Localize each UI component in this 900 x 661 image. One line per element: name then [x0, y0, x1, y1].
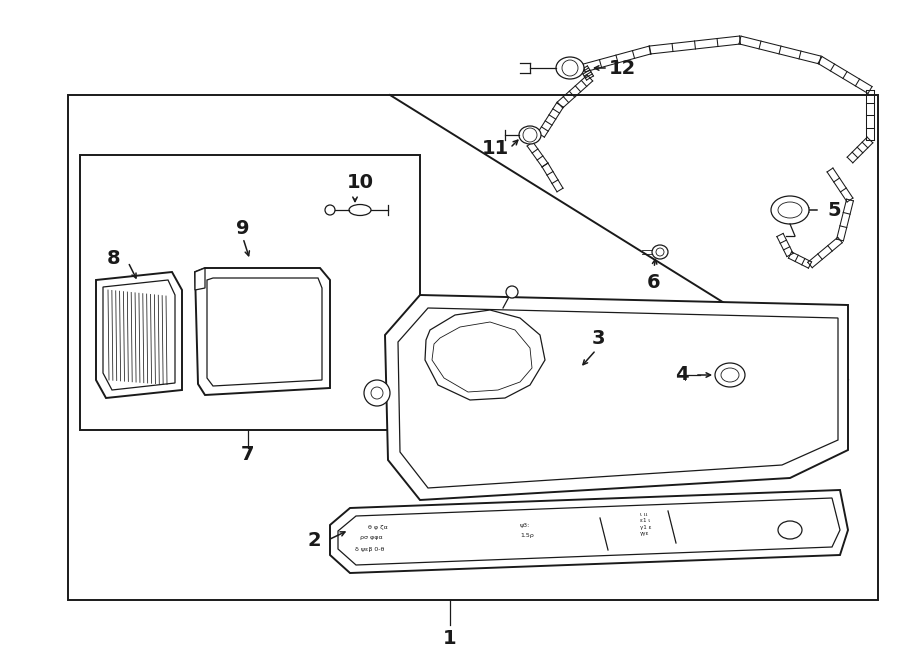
Ellipse shape	[556, 57, 584, 79]
Circle shape	[325, 205, 335, 215]
Text: 11: 11	[482, 139, 508, 159]
Text: 1: 1	[443, 629, 457, 648]
Text: 10: 10	[346, 173, 374, 192]
Text: ρσ φφα: ρσ φφα	[360, 535, 382, 541]
Circle shape	[364, 380, 390, 406]
Ellipse shape	[652, 245, 668, 259]
Ellipse shape	[771, 196, 809, 224]
Text: 7: 7	[241, 446, 255, 465]
Bar	[80, 155, 420, 430]
Text: 4: 4	[675, 366, 688, 385]
Text: θ φ ζα: θ φ ζα	[368, 524, 388, 529]
Text: 6: 6	[647, 272, 661, 292]
Text: 5: 5	[827, 200, 841, 219]
Text: 9: 9	[236, 219, 250, 237]
Circle shape	[506, 286, 518, 298]
Polygon shape	[425, 310, 545, 400]
Text: 8: 8	[107, 249, 121, 268]
Text: 2: 2	[307, 531, 320, 549]
Bar	[68, 95, 878, 600]
Polygon shape	[330, 490, 848, 573]
Ellipse shape	[519, 126, 541, 144]
Text: 12: 12	[608, 59, 635, 77]
Polygon shape	[385, 295, 848, 500]
Polygon shape	[195, 268, 330, 395]
Polygon shape	[195, 268, 205, 290]
Ellipse shape	[349, 204, 371, 215]
Text: ι ιι
ε1 ι
γ1 ε
γγε: ι ιι ε1 ι γ1 ε γγε	[640, 512, 652, 536]
Polygon shape	[96, 272, 182, 398]
Text: 1.5ρ: 1.5ρ	[520, 533, 534, 539]
Ellipse shape	[715, 363, 745, 387]
Text: δ ψεβ 0-θ: δ ψεβ 0-θ	[355, 547, 384, 551]
Text: 3: 3	[591, 329, 605, 348]
Text: ψ3:: ψ3:	[520, 522, 530, 527]
